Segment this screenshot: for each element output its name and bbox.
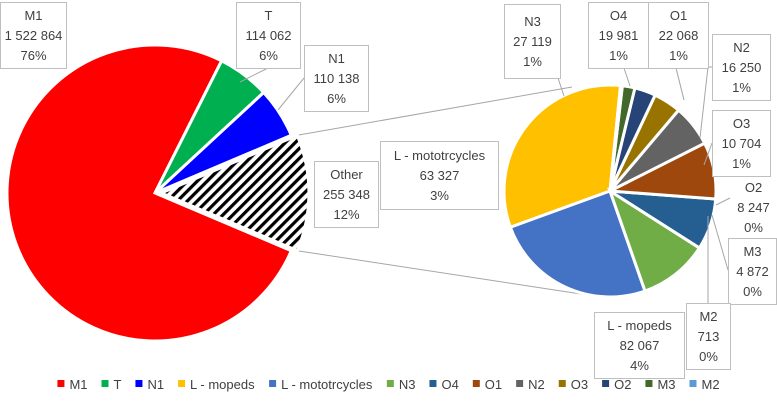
data-label-box-t [236, 2, 301, 69]
leader-line-n3 [557, 77, 565, 97]
legend-swatch-t [101, 380, 109, 387]
data-label-name-o4: O4 [610, 8, 627, 23]
main-slice-m1 [5, 43, 294, 343]
data-label-name-o1: O1 [670, 8, 687, 23]
secondary-slice-l-mototrcycles [508, 189, 647, 299]
data-label-name-l-mopeds: L - mopeds [607, 318, 672, 333]
main-slice-other-outline [157, 133, 311, 253]
legend-label-l-mototrcycles: L - mototrcycles [281, 377, 373, 392]
data-label-name-n1: N1 [328, 51, 345, 66]
data-label-pct-other: 12% [333, 207, 359, 222]
data-label-box-l-mopeds [594, 312, 685, 379]
legend-label-o2: O2 [614, 377, 631, 392]
connector-line-top [297, 86, 573, 136]
legend-label-n3: N3 [399, 377, 416, 392]
data-label-value-other: 255 348 [323, 187, 370, 202]
data-label-pct-n1: 6% [327, 91, 346, 106]
legend-label-o3: O3 [571, 377, 588, 392]
connector-line-bottom [297, 250, 595, 297]
data-label-pct-o4: 1% [609, 48, 628, 63]
data-label-pct-m2: 0% [699, 349, 718, 364]
data-label-pct-o3: 1% [732, 156, 751, 171]
data-label-pct-n2: 1% [732, 80, 751, 95]
legend-swatch-n2 [516, 380, 524, 387]
data-label-name-m1: M1 [24, 8, 42, 23]
data-label-box-l-mototrcycles [380, 141, 499, 210]
data-label-pct-m1: 76% [20, 48, 46, 63]
data-label-value-m3: 4 872 [736, 264, 769, 279]
data-label-box-n2 [712, 34, 771, 101]
leader-line-o4 [623, 67, 631, 87]
legend-swatch-o2 [602, 380, 610, 387]
data-label-name-m2: M2 [699, 309, 717, 324]
leader-line-m3 [711, 214, 729, 271]
data-label-value-m1: 1 522 864 [5, 28, 63, 43]
secondary-slice-m2 [608, 83, 625, 192]
data-label-box-n3 [504, 4, 561, 79]
legend-label-m2: M2 [701, 377, 719, 392]
legend-swatch-m1 [57, 380, 65, 387]
data-label-value-o4: 19 981 [599, 28, 639, 43]
data-label-box-o3 [712, 110, 771, 177]
data-label-name-m3: M3 [743, 244, 761, 259]
data-label-box-o1 [648, 2, 709, 69]
data-label-pct-l-mototrcycles: 3% [430, 188, 449, 203]
legend-swatch-n1 [135, 380, 143, 387]
data-label-name-n3: N3 [524, 14, 541, 29]
data-label-pct-o1: 1% [669, 48, 688, 63]
data-label-box-n1 [304, 45, 369, 112]
main-slice-n1 [153, 90, 294, 195]
legend-swatch-n3 [386, 380, 394, 387]
data-label-value-o2: 8 247 [737, 200, 770, 215]
data-label-value-o3: 10 704 [722, 136, 762, 151]
legend-label-n2: N2 [528, 377, 545, 392]
data-label-pct-o2: 0% [744, 220, 763, 235]
legend-label-t: T [114, 377, 122, 392]
data-label-value-m2: 713 [698, 329, 720, 344]
secondary-slice-l-mopeds [502, 83, 623, 230]
data-label-pct-t: 6% [259, 48, 278, 63]
leader-line-o1 [675, 67, 685, 101]
data-label-value-l-mopeds: 82 067 [620, 338, 660, 353]
data-label-value-n2: 16 250 [722, 60, 762, 75]
leader-line-n1 [277, 77, 305, 111]
data-label-box-m2 [686, 303, 731, 370]
legend-swatch-m3 [645, 380, 653, 387]
legend-label-n1: N1 [147, 377, 164, 392]
legend-swatch-o3 [558, 380, 566, 387]
data-label-pct-l-mopeds: 4% [630, 358, 649, 373]
legend: M1 T N1 L - mopeds L - mototrcycles N3 O4 O1 N2 O… [57, 377, 720, 392]
data-label-pct-n3: 1% [523, 54, 542, 69]
legend-label-m3: M3 [657, 377, 675, 392]
legend-swatch-m2 [689, 380, 697, 387]
data-label-pct-m3: 0% [743, 284, 762, 299]
leader-line-n2 [699, 66, 712, 139]
data-label-name-o2: O2 [745, 180, 762, 195]
data-label-value-o1: 22 068 [659, 28, 699, 43]
data-label-name-o3: O3 [733, 116, 750, 131]
data-label-value-n1: 110 138 [313, 71, 359, 86]
legend-swatch-l-mopeds [178, 380, 186, 387]
data-label-value-l-mototrcycles: 63 327 [420, 168, 460, 183]
data-label-value-t: 114 062 [245, 28, 291, 43]
legend-swatch-o1 [472, 380, 480, 387]
legend-label-l-mopeds: L - mopeds [190, 377, 255, 392]
legend-label-o1: O1 [485, 377, 502, 392]
data-label-box-other [314, 161, 379, 228]
legend-swatch-l-mototrcycles [269, 380, 277, 387]
data-label-box-m1 [0, 2, 67, 69]
leader-line-o2 [715, 197, 731, 206]
data-label-name-other: Other [330, 167, 363, 182]
data-label-name-l-mototrcycles: L - mototrcycles [394, 148, 486, 163]
legend-swatch-o4 [429, 380, 437, 387]
legend-label-m1: M1 [69, 377, 87, 392]
data-label-value-n3: 27 119 [513, 34, 552, 49]
data-label-name-n2: N2 [733, 40, 750, 55]
legend-label-o4: O4 [441, 377, 458, 392]
data-label-name-t: T [265, 8, 273, 23]
leader-line-o3 [703, 142, 713, 166]
leader-line-t [239, 67, 269, 83]
